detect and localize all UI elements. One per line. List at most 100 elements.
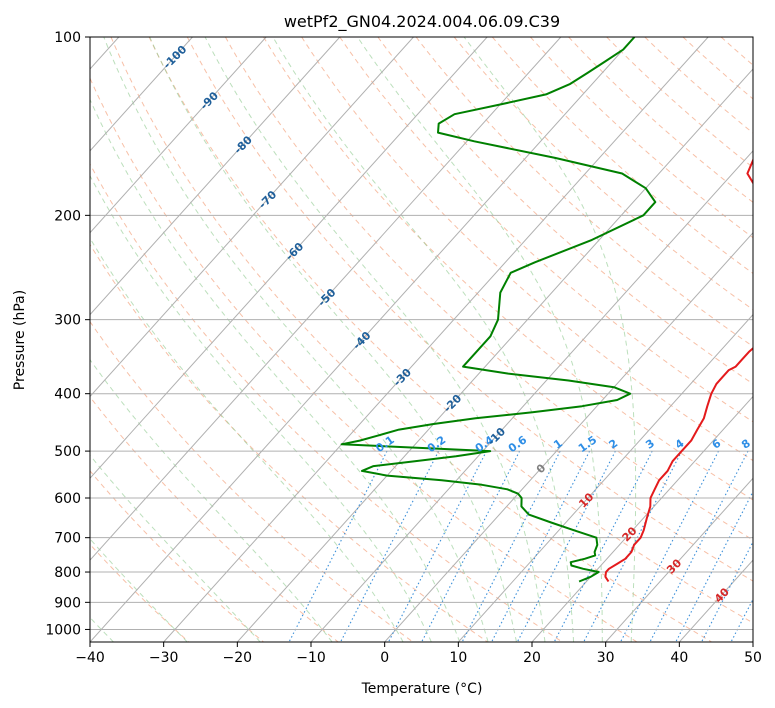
- y-tick-label: 100: [54, 30, 81, 46]
- moist-adiabat: [90, 174, 432, 642]
- isotherm-line: [90, 37, 341, 316]
- mixing-ratio-label: 3: [643, 437, 657, 452]
- line-labels: 0.10.20.40.611.52346810131620253036-100-…: [161, 43, 775, 606]
- moist-adiabat: [90, 237, 404, 642]
- dry-adiabat: [90, 396, 339, 642]
- isotherm-line: [531, 395, 753, 642]
- dry-adiabat: [530, 37, 753, 239]
- isotherm-line: [90, 37, 414, 398]
- dry-adiabat: [90, 163, 563, 642]
- isotherm-line: [90, 37, 267, 234]
- y-tick-label: 600: [54, 491, 81, 507]
- y-tick-label: 1000: [45, 622, 81, 638]
- dewpoint-profile: [340, 37, 657, 583]
- x-tick-label: 40: [670, 650, 688, 666]
- moist-adiabat: [103, 37, 489, 642]
- dry-adiabat: [491, 37, 753, 275]
- isotherm-line: [90, 37, 635, 642]
- y-tick-label: 300: [54, 313, 81, 329]
- dry-adiabat: [224, 37, 753, 541]
- x-tick-label: −40: [75, 650, 105, 666]
- isotherm-line: [457, 313, 753, 642]
- mixing-ratio-line: [388, 450, 487, 642]
- dry-adiabat: [90, 243, 488, 642]
- chart-title: wetPf2_GN04.2024.004.06.09.C39: [284, 12, 560, 32]
- mixing-ratio-label: 8: [739, 437, 753, 452]
- dry-adiabat: [263, 37, 753, 501]
- x-tick-label: −20: [223, 650, 253, 666]
- y-tick-label: 700: [54, 531, 81, 547]
- y-tick-label: 400: [54, 387, 81, 403]
- x-axis-label: Temperature (°C): [361, 681, 483, 697]
- mixing-ratio-line: [620, 450, 719, 642]
- y-tick-label: 500: [54, 444, 81, 460]
- x-tick-label: 50: [744, 650, 762, 666]
- moist-adiabat: [90, 358, 333, 642]
- mixing-ratio-line: [516, 450, 616, 642]
- mixing-ratio-line: [491, 450, 591, 642]
- dry-adiabat: [301, 37, 753, 462]
- mixing-ratio-line: [583, 450, 683, 642]
- isotherm-label: -100: [161, 43, 190, 72]
- mixing-ratio-label: 0.2: [425, 433, 448, 455]
- isotherm-line: [310, 150, 753, 642]
- x-tick-label: 10: [449, 650, 467, 666]
- x-tick-label: −30: [149, 650, 179, 666]
- x-tick-label: −10: [296, 650, 326, 666]
- isotherm-line: [678, 559, 753, 642]
- mixing-ratio-line: [553, 450, 653, 642]
- y-axis-label: Pressure (hPa): [12, 290, 28, 390]
- moist-adiabat: [90, 98, 461, 642]
- mixing-ratio-label: 2: [607, 437, 621, 452]
- mixing-ratio-line: [757, 451, 775, 642]
- moist-adiabat: [357, 37, 603, 642]
- dry-adiabat: [90, 543, 190, 642]
- mixing-ratio-line: [649, 450, 749, 642]
- mixing-ratio-line: [701, 540, 753, 642]
- dry-adiabat: [90, 470, 264, 642]
- temperature-profile: [604, 157, 753, 583]
- dry-adiabat: [453, 37, 753, 311]
- dry-adiabat: [90, 320, 414, 642]
- moist-adiabat: [204, 37, 546, 642]
- dry-adiabat: [339, 37, 753, 423]
- mixing-ratio-label: 6: [710, 437, 724, 452]
- x-tick-label: 20: [523, 650, 541, 666]
- mixing-ratio-label: 1.5: [576, 433, 599, 455]
- mixing-ratio-label: 10: [762, 434, 775, 454]
- y-tick-label: 800: [54, 565, 81, 581]
- isotherm-line: [752, 641, 753, 642]
- mixing-ratio-line: [288, 450, 388, 642]
- mixing-ratio-line: [675, 490, 753, 642]
- isotherm-line: [90, 37, 562, 561]
- moist-adiabat: [90, 454, 261, 642]
- dry-adiabat: [568, 37, 753, 203]
- isotherm-line: [605, 477, 753, 642]
- isotherm-line: [163, 37, 709, 642]
- dry-adiabat: [148, 37, 753, 624]
- moist-adiabat: [149, 37, 517, 642]
- moist-adiabat: [90, 538, 188, 642]
- mixing-ratio-line: [340, 450, 440, 642]
- dry-adiabat: [186, 37, 753, 582]
- isotherm-line: [236, 68, 753, 642]
- isotherm-line: [384, 231, 753, 642]
- axes: −40 −30 −20 −10 0 10 20 30 40 5010020030040050060…: [45, 30, 762, 666]
- moist-adiabat: [272, 37, 575, 642]
- moist-adiabat: [463, 37, 637, 642]
- x-tick-label: 0: [380, 650, 389, 666]
- mixing-ratio-line: [730, 598, 753, 642]
- x-tick-label: 30: [597, 650, 615, 666]
- y-tick-label: 200: [54, 208, 81, 224]
- data-lines: [340, 37, 753, 583]
- y-tick-label: 900: [54, 595, 81, 611]
- isotherm-line: [90, 37, 193, 152]
- dry-adiabat: [110, 37, 712, 642]
- background-lines: [90, 37, 775, 642]
- mixing-ratio-line: [421, 450, 521, 642]
- dry-adiabat: [644, 37, 753, 134]
- mixing-ratio-label: 0.6: [506, 433, 530, 455]
- plot-frame: [89, 36, 754, 643]
- dry-adiabat: [90, 77, 638, 642]
